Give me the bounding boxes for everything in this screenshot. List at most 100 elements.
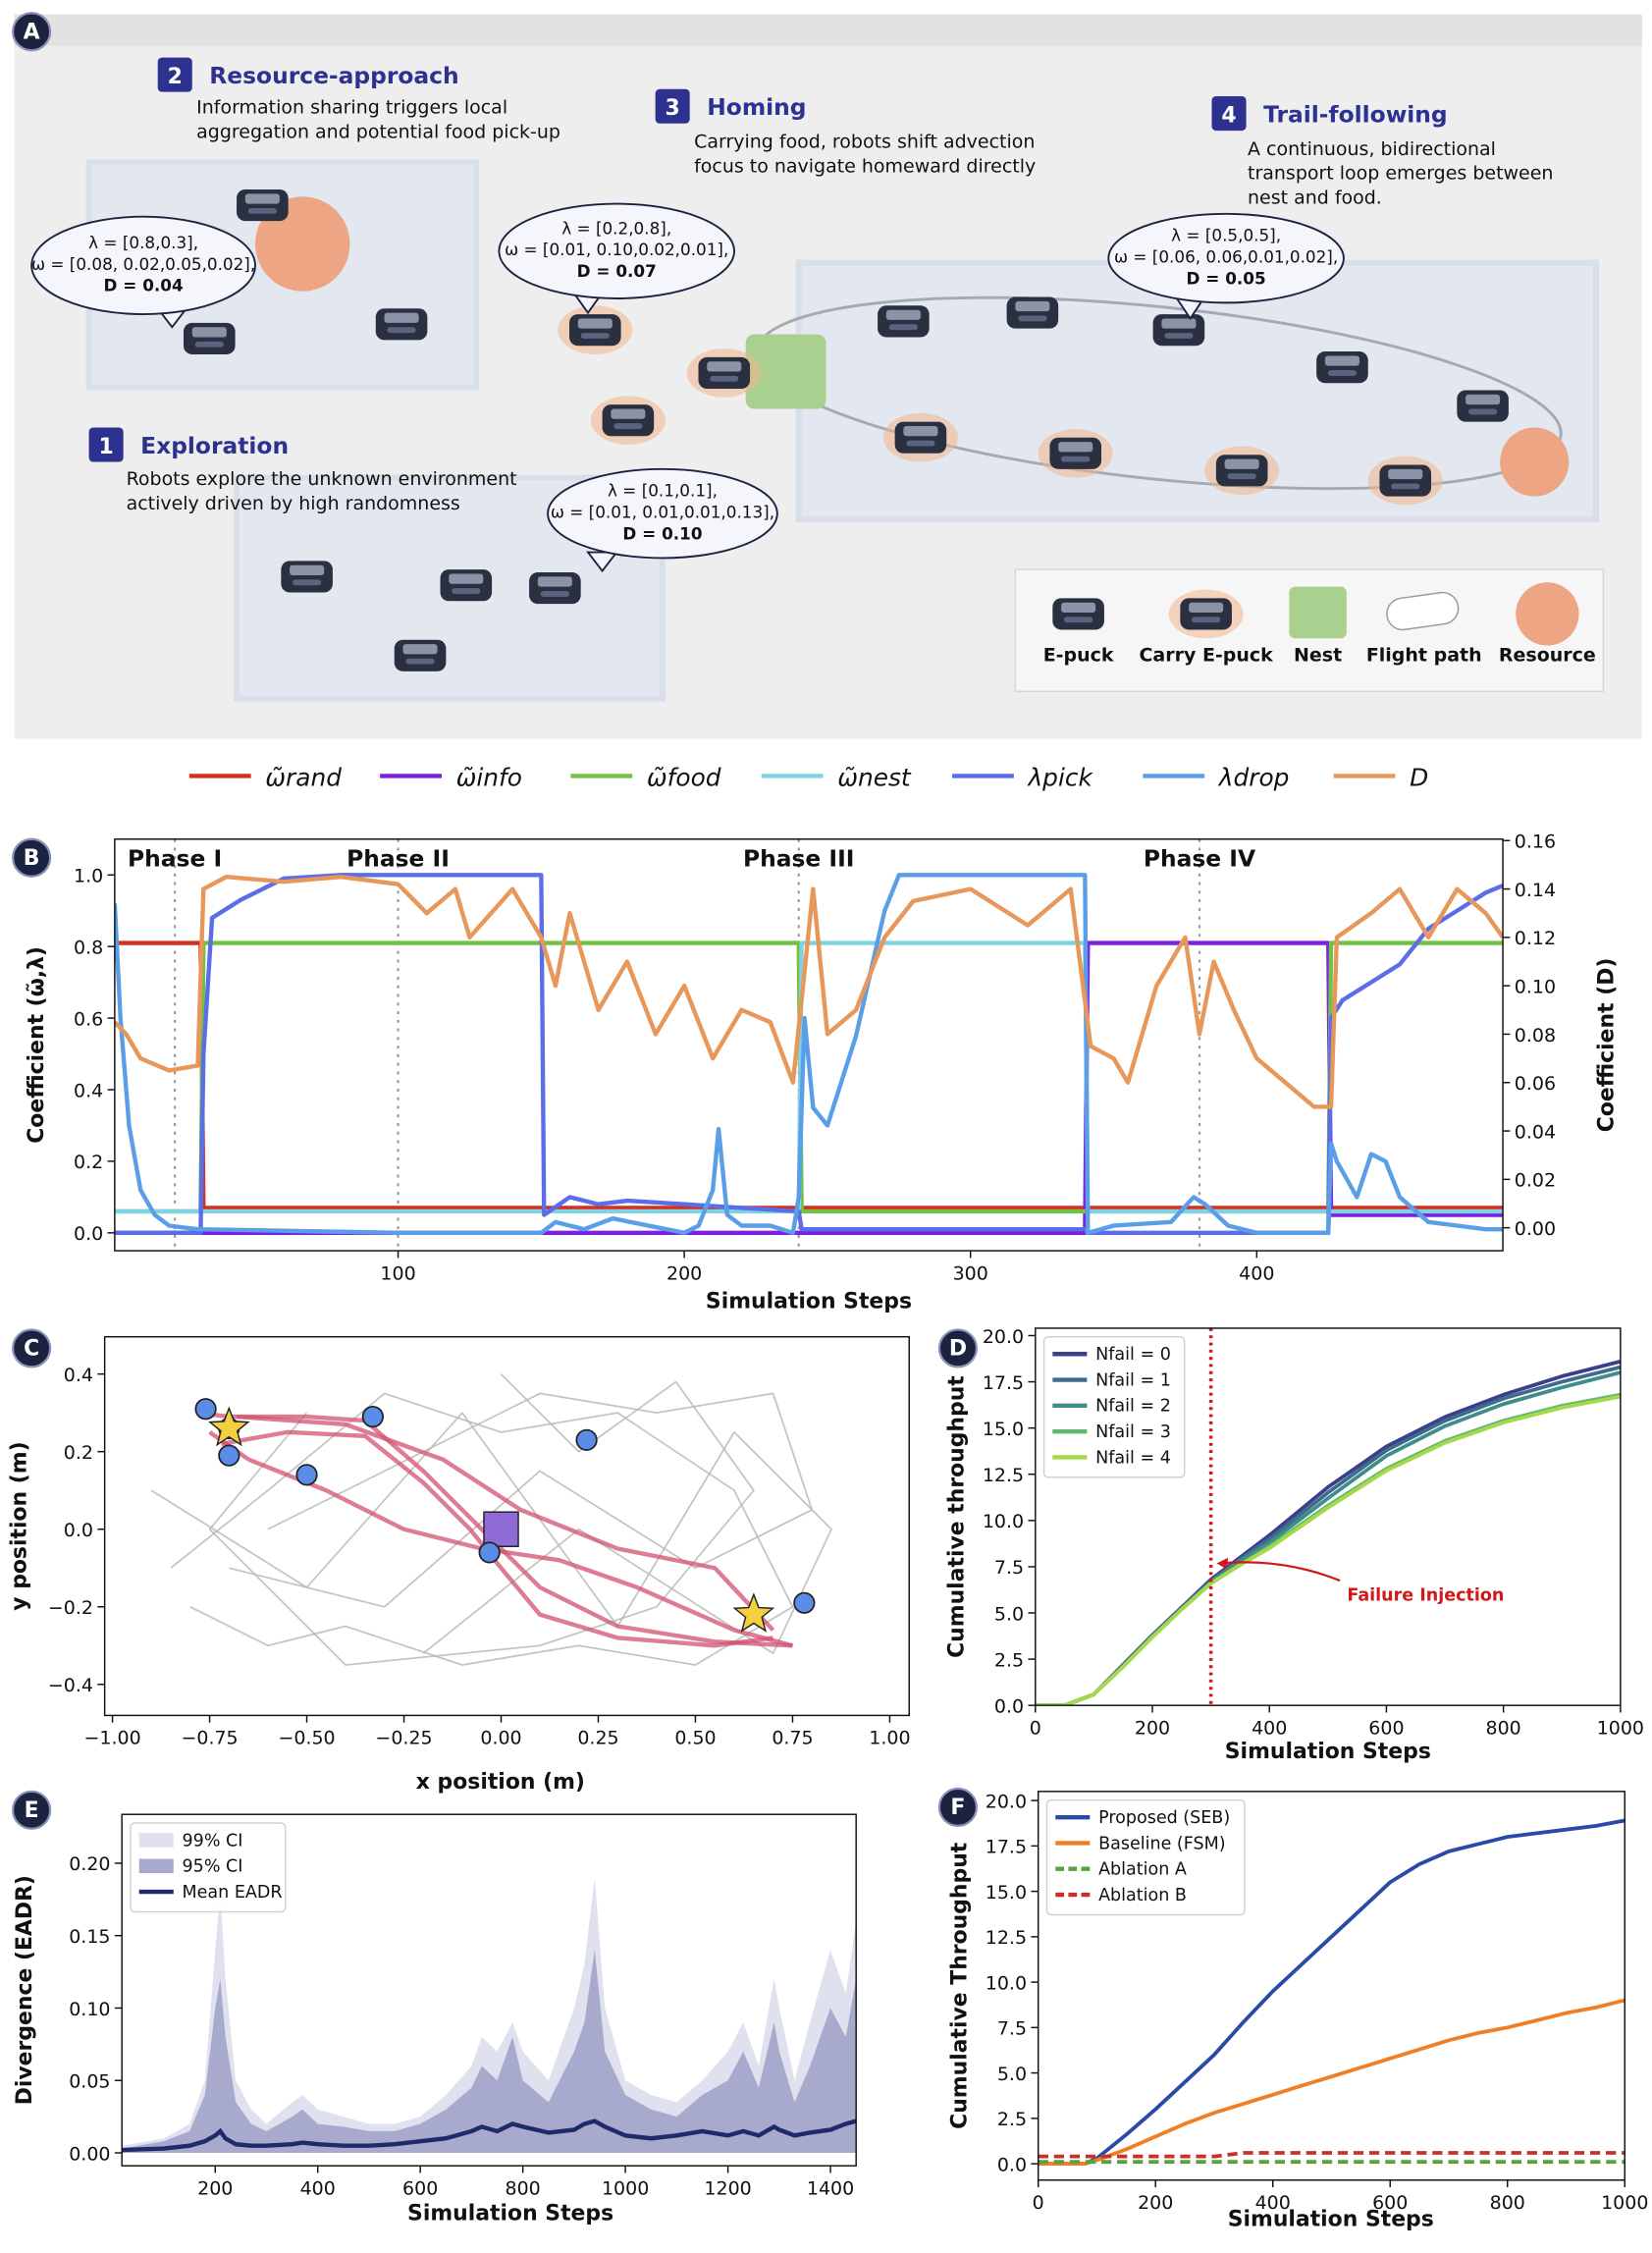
plot-frame <box>121 1813 857 2167</box>
step-badge <box>88 427 124 462</box>
x-tick-label: 200 <box>1135 1717 1170 1739</box>
x-axis-label: x position (m) <box>416 1770 585 1795</box>
robot-top <box>1224 458 1259 469</box>
y-tick-label: 0.8 <box>74 937 103 958</box>
series-line <box>114 940 1504 1235</box>
step-title: Trail-following <box>1263 100 1448 128</box>
trajectory <box>229 1392 814 1608</box>
robot-top <box>1061 602 1096 613</box>
bubble-text: D = 0.05 <box>1187 268 1266 288</box>
plot-layer <box>122 1877 857 2154</box>
x-tick-label: −1.00 <box>83 1728 140 1749</box>
y-tick-label: 17.5 <box>986 1837 1027 1858</box>
y2-tick-label: 0.08 <box>1515 1025 1556 1046</box>
phase-label: Phase I <box>128 845 222 873</box>
panel-a-band <box>14 14 1642 46</box>
x-tick-label: 200 <box>666 1262 702 1284</box>
x-tick-label: 600 <box>402 2177 438 2199</box>
step-number: 4 <box>1221 103 1236 128</box>
y-tick-label: 20.0 <box>983 1326 1024 1348</box>
step-number: 1 <box>98 435 113 459</box>
y-tick-label: 2.5 <box>994 1649 1024 1671</box>
y2-tick-label: 0.00 <box>1515 1218 1556 1240</box>
legend-label: Carry E-puck <box>1140 645 1274 667</box>
robot-top <box>1468 408 1498 415</box>
legend-swatch <box>138 1858 174 1874</box>
step-description: Robots explore the unknown environment <box>127 468 517 490</box>
resource-point <box>361 1406 384 1428</box>
legend-label: D <box>1410 764 1428 792</box>
y-tick-label: 0.4 <box>74 1080 103 1101</box>
y-tick-label: 0.2 <box>74 1152 103 1173</box>
bubble-text: D = 0.10 <box>622 523 702 543</box>
nest-marker <box>483 1511 519 1547</box>
y-tick-label: 0.10 <box>69 1999 110 2020</box>
x-tick-label: 400 <box>300 2177 336 2199</box>
robot-top <box>1061 456 1091 462</box>
y-tick-label: 0.2 <box>64 1442 93 1464</box>
y-tick-label: 0.0 <box>64 1520 93 1541</box>
x-tick-label: 200 <box>197 2177 233 2199</box>
phase-label: Phase IV <box>1144 845 1255 873</box>
y2-tick-label: 0.04 <box>1515 1121 1556 1143</box>
x-tick-label: 0.00 <box>480 1728 521 1749</box>
legend-resource <box>1516 582 1579 646</box>
robot-top <box>1189 602 1224 613</box>
robot-top <box>1164 333 1194 339</box>
legend-label: ω̃nest <box>837 764 912 792</box>
y2-tick-label: 0.06 <box>1515 1073 1556 1095</box>
y-tick-label: 0.4 <box>64 1365 93 1386</box>
y-tick-label: 5.0 <box>997 2064 1027 2085</box>
robot-top <box>1192 617 1221 623</box>
series-line <box>1035 1394 1621 1706</box>
legend-label: Proposed (SEB) <box>1098 1808 1230 1828</box>
y-tick-label: 5.0 <box>994 1603 1024 1625</box>
x-axis-label: Simulation Steps <box>1228 2208 1434 2232</box>
robot-top <box>290 564 325 575</box>
plot-frame <box>1037 1791 1625 2181</box>
y-tick-label: 0.20 <box>69 1853 110 1875</box>
y-axis-label: Divergence (EADR) <box>13 1875 37 2105</box>
resource-point <box>295 1464 318 1486</box>
robot-top <box>710 375 739 382</box>
step-badge <box>157 57 192 92</box>
legend-label: Nest <box>1294 645 1342 667</box>
bubble-text: D = 0.04 <box>104 276 184 295</box>
plot-frame <box>1035 1327 1622 1706</box>
robot-top <box>1327 370 1358 376</box>
robot-top <box>1058 442 1093 453</box>
y2-tick-label: 0.02 <box>1515 1170 1556 1192</box>
phase-label: Phase III <box>743 845 854 873</box>
step-description: transport loop emerges between <box>1248 163 1553 185</box>
legend-label: ω̃food <box>647 764 721 792</box>
x-tick-label: −0.25 <box>375 1728 432 1749</box>
trajectory <box>197 1410 793 1648</box>
step-number: 2 <box>168 65 183 89</box>
y-tick-label: 1.0 <box>74 866 103 887</box>
y-tick-label: 0.00 <box>69 2143 110 2165</box>
x-tick-label: 600 <box>1372 2192 1408 2214</box>
robot-top <box>613 423 643 429</box>
y-axis-label: y position (m) <box>7 1441 31 1610</box>
robot-top <box>540 591 569 597</box>
robot-top <box>580 333 610 339</box>
x-tick-label: 400 <box>1255 2192 1291 2214</box>
panel-label: A <box>24 21 40 45</box>
panel-label: D <box>949 1337 967 1362</box>
x-tick-label: 1000 <box>1597 1717 1644 1739</box>
resource-point <box>218 1444 240 1467</box>
robot-top <box>885 309 921 320</box>
legend-box <box>1045 1798 1246 1916</box>
y-tick-label: 0.0 <box>994 1695 1024 1717</box>
y-tick-label: 0.15 <box>69 1926 110 1948</box>
y-axis-label: Cumulative Throughput <box>948 1843 973 2129</box>
panel-label: F <box>950 1796 965 1820</box>
y-tick-label: 7.5 <box>994 1557 1024 1579</box>
x-tick-label: −0.75 <box>181 1728 238 1749</box>
panel-label: E <box>25 1798 39 1823</box>
series-line <box>114 873 1504 1235</box>
legend-label: Ablation A <box>1098 1860 1187 1880</box>
resource-point <box>793 1591 816 1614</box>
legend-label: 99% CI <box>183 1831 243 1851</box>
panel-label: C <box>24 1337 39 1362</box>
